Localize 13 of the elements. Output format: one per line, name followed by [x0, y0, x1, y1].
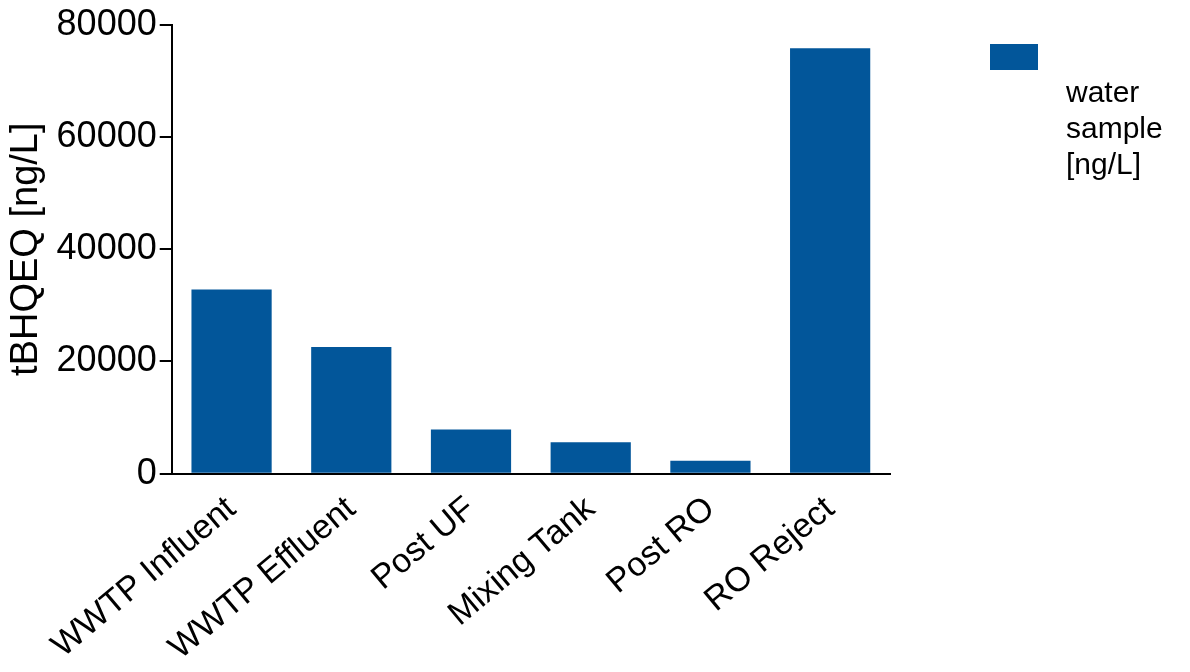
y-tick-label: 80000	[56, 1, 157, 43]
y-tick-label: 60000	[56, 113, 157, 155]
y-tick-label: 0	[136, 450, 157, 492]
bar	[550, 442, 631, 473]
y-tick-label: 40000	[56, 226, 157, 268]
bar	[191, 289, 272, 473]
bar	[670, 460, 751, 473]
y-tick-label: 20000	[56, 338, 157, 380]
bar	[311, 346, 392, 473]
bar	[790, 48, 871, 473]
text: water sample [ng/L]	[1066, 74, 1164, 182]
y-axis-title: tBHQEQ [ng/L]	[3, 122, 46, 376]
bar	[430, 429, 512, 473]
